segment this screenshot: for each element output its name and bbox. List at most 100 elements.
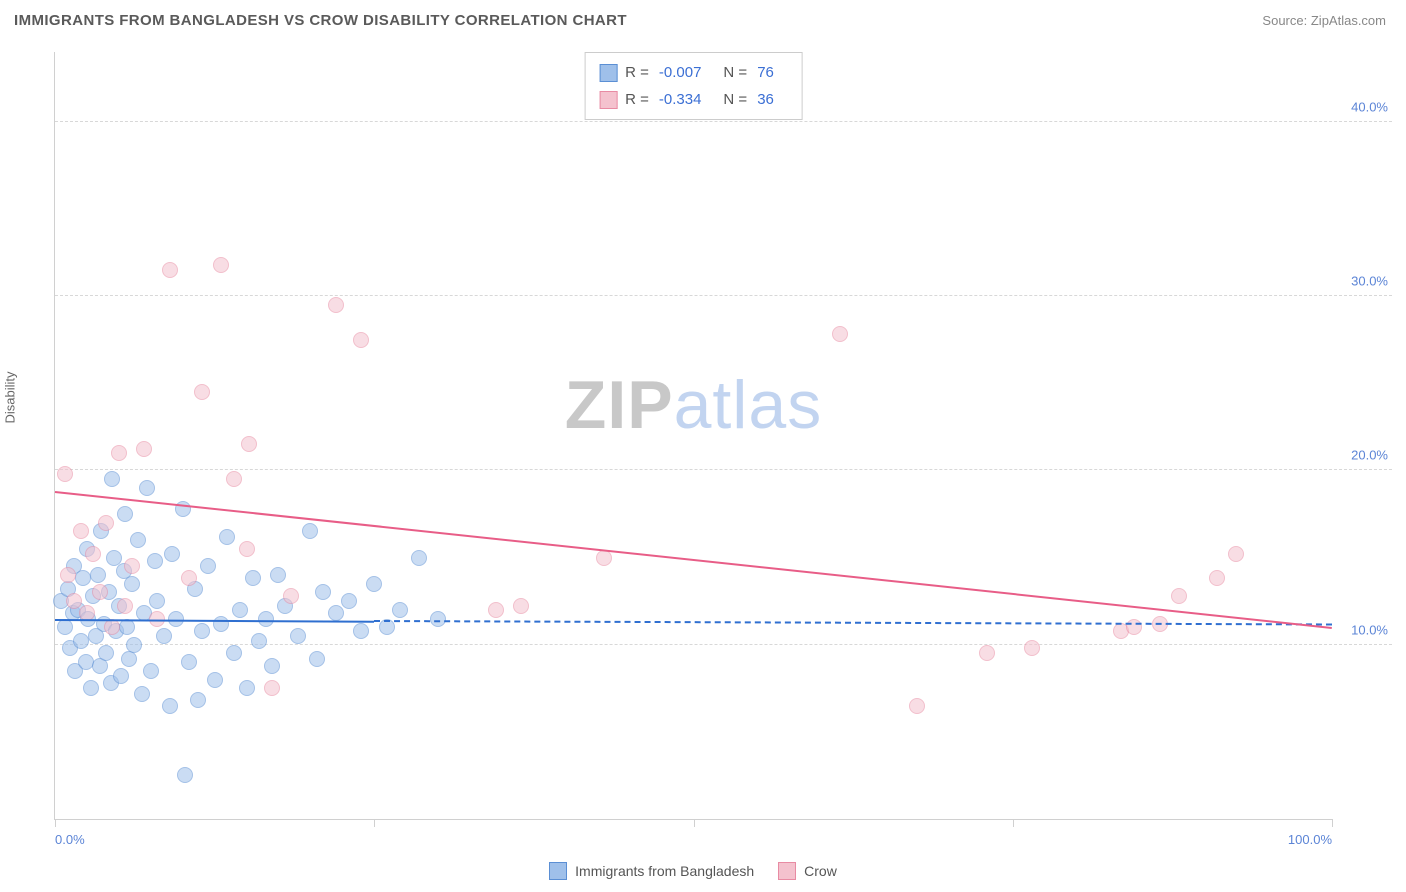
data-point-bangladesh	[366, 576, 382, 592]
data-point-bangladesh	[177, 767, 193, 783]
data-point-bangladesh	[168, 611, 184, 627]
y-axis-label: Disability	[3, 371, 18, 423]
data-point-crow	[194, 384, 210, 400]
data-point-bangladesh	[119, 619, 135, 635]
data-point-bangladesh	[117, 506, 133, 522]
data-point-bangladesh	[75, 570, 91, 586]
data-point-bangladesh	[411, 550, 427, 566]
legend-label-bangladesh: Immigrants from Bangladesh	[575, 863, 754, 879]
data-point-bangladesh	[121, 651, 137, 667]
data-point-bangladesh	[219, 529, 235, 545]
data-point-bangladesh	[106, 550, 122, 566]
swatch-bangladesh	[599, 64, 617, 82]
data-point-crow	[979, 645, 995, 661]
source-link[interactable]: ZipAtlas.com	[1311, 13, 1386, 28]
data-point-bangladesh	[98, 645, 114, 661]
data-point-bangladesh	[328, 605, 344, 621]
r-value-bangladesh: -0.007	[659, 59, 702, 86]
data-point-bangladesh	[232, 602, 248, 618]
data-point-bangladesh	[341, 593, 357, 609]
data-point-crow	[239, 541, 255, 557]
data-point-bangladesh	[139, 480, 155, 496]
data-point-bangladesh	[190, 692, 206, 708]
chart-header: IMMIGRANTS FROM BANGLADESH VS CROW DISAB…	[0, 0, 1406, 37]
data-point-bangladesh	[258, 611, 274, 627]
swatch-bangladesh	[549, 862, 567, 880]
data-point-crow	[264, 680, 280, 696]
data-point-crow	[1209, 570, 1225, 586]
data-point-bangladesh	[156, 628, 172, 644]
data-point-bangladesh	[245, 570, 261, 586]
data-point-crow	[353, 332, 369, 348]
data-point-crow	[162, 262, 178, 278]
data-point-bangladesh	[90, 567, 106, 583]
x-tick	[694, 819, 695, 827]
r-value-crow: -0.334	[659, 86, 702, 113]
x-tick	[1013, 819, 1014, 827]
data-point-crow	[111, 445, 127, 461]
data-point-bangladesh	[213, 616, 229, 632]
data-point-crow	[57, 466, 73, 482]
data-point-crow	[92, 584, 108, 600]
y-tick-label: 30.0%	[1351, 274, 1388, 289]
n-label: N =	[723, 59, 747, 86]
data-point-bangladesh	[270, 567, 286, 583]
data-point-bangladesh	[57, 619, 73, 635]
data-point-crow	[124, 558, 140, 574]
data-point-crow	[117, 598, 133, 614]
data-point-crow	[60, 567, 76, 583]
data-point-crow	[98, 515, 114, 531]
data-point-crow	[909, 698, 925, 714]
x-tick	[1332, 819, 1333, 827]
x-tick	[55, 819, 56, 827]
x-tick	[374, 819, 375, 827]
data-point-crow	[1228, 546, 1244, 562]
data-point-bangladesh	[207, 672, 223, 688]
swatch-crow	[599, 91, 617, 109]
data-point-crow	[226, 471, 242, 487]
data-point-crow	[488, 602, 504, 618]
data-point-bangladesh	[134, 686, 150, 702]
legend-item-crow: Crow	[778, 862, 837, 880]
data-point-crow	[1024, 640, 1040, 656]
data-point-bangladesh	[309, 651, 325, 667]
gridline	[55, 295, 1392, 296]
data-point-bangladesh	[143, 663, 159, 679]
data-point-bangladesh	[194, 623, 210, 639]
data-point-bangladesh	[83, 680, 99, 696]
data-point-bangladesh	[239, 680, 255, 696]
r-label: R =	[625, 59, 649, 86]
data-point-bangladesh	[226, 645, 242, 661]
y-tick-label: 40.0%	[1351, 99, 1388, 114]
gridline	[55, 121, 1392, 122]
data-point-crow	[241, 436, 257, 452]
swatch-crow	[778, 862, 796, 880]
correlation-legend: R = -0.007 N = 76 R = -0.334 N = 36	[584, 52, 803, 120]
data-point-crow	[1126, 619, 1142, 635]
series-legend: Immigrants from Bangladesh Crow	[54, 862, 1332, 880]
watermark-part2: atlas	[674, 367, 823, 443]
watermark-part1: ZIP	[565, 367, 674, 443]
data-point-bangladesh	[264, 658, 280, 674]
legend-row-bangladesh: R = -0.007 N = 76	[599, 59, 788, 86]
data-point-crow	[73, 523, 89, 539]
plot-area: ZIPatlas R = -0.007 N = 76 R = -0.334 N …	[54, 52, 1332, 820]
data-point-bangladesh	[126, 637, 142, 653]
data-point-bangladesh	[147, 553, 163, 569]
x-tick-label: 100.0%	[1288, 832, 1332, 847]
data-point-bangladesh	[430, 611, 446, 627]
data-point-crow	[66, 593, 82, 609]
data-point-bangladesh	[200, 558, 216, 574]
data-point-crow	[832, 326, 848, 342]
legend-label-crow: Crow	[804, 863, 837, 879]
data-point-crow	[136, 441, 152, 457]
data-point-crow	[283, 588, 299, 604]
data-point-bangladesh	[113, 668, 129, 684]
data-point-crow	[213, 257, 229, 273]
legend-row-crow: R = -0.334 N = 36	[599, 86, 788, 113]
legend-item-bangladesh: Immigrants from Bangladesh	[549, 862, 754, 880]
data-point-bangladesh	[315, 584, 331, 600]
data-point-bangladesh	[162, 698, 178, 714]
data-point-crow	[1171, 588, 1187, 604]
data-point-crow	[513, 598, 529, 614]
